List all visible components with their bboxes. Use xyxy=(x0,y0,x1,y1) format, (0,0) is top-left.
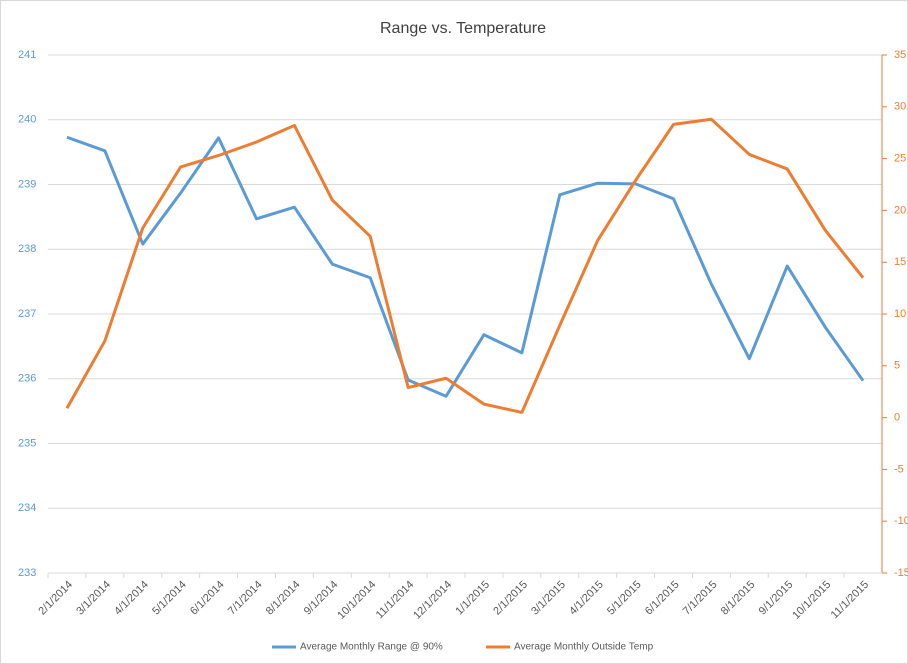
legend-label: Average Monthly Range @ 90% xyxy=(300,642,443,653)
y2-tick-label: 30 xyxy=(894,101,906,113)
y-tick-label: 237 xyxy=(18,308,36,320)
y2-tick-label: -15 xyxy=(894,567,908,579)
y2-tick-label: 20 xyxy=(894,204,906,216)
series-line xyxy=(65,117,865,414)
y2-tick-label: -10 xyxy=(894,515,908,527)
y2-tick-label: 0 xyxy=(894,412,900,424)
y-tick-label: 240 xyxy=(18,114,36,126)
y-tick-label: 235 xyxy=(18,437,36,449)
y-tick-label: 238 xyxy=(18,243,36,255)
y2-tick-label: -5 xyxy=(894,463,904,475)
y-tick-label: 236 xyxy=(18,373,36,385)
y-tick-label: 241 xyxy=(18,49,36,61)
series-line xyxy=(66,135,865,398)
y-tick-label: 239 xyxy=(18,178,36,190)
y-tick-label: 234 xyxy=(18,502,36,514)
y-tick-label: 233 xyxy=(18,567,36,579)
y2-tick-label: 35 xyxy=(894,49,906,61)
y2-tick-label: 15 xyxy=(894,256,906,268)
y2-tick-label: 5 xyxy=(894,360,900,372)
legend-label: Average Monthly Outside Temp xyxy=(514,642,654,653)
y2-tick-label: 25 xyxy=(894,153,906,165)
y2-tick-label: 10 xyxy=(894,308,906,320)
chart-title: Range vs. Temperature xyxy=(380,20,546,37)
